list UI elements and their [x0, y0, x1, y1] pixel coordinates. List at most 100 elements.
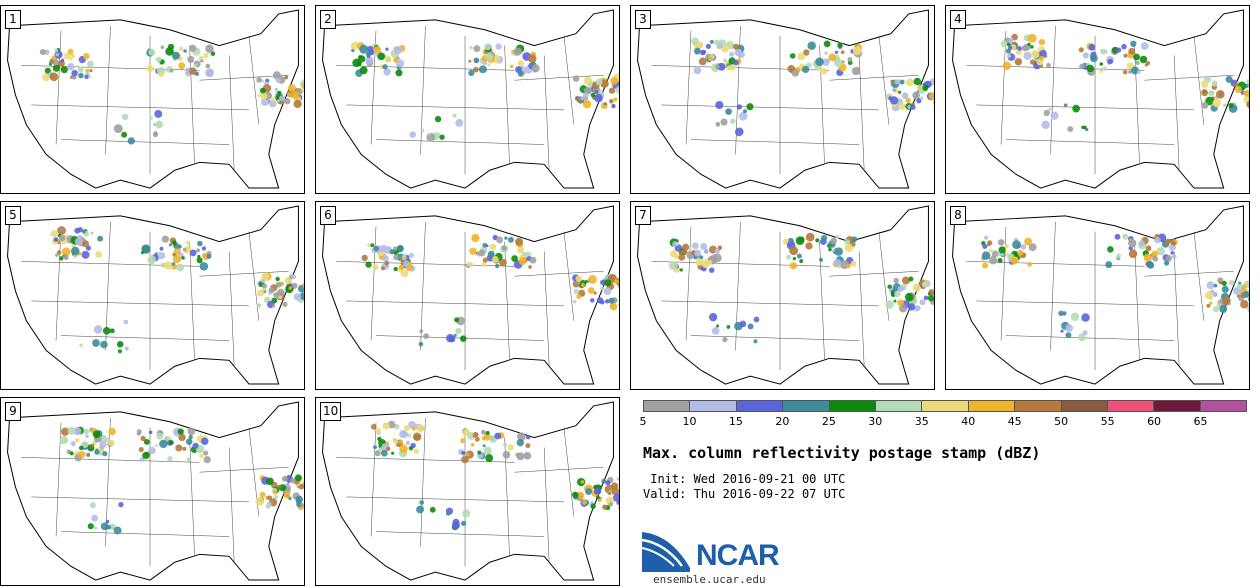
- reflectivity-cell: [473, 57, 480, 64]
- reflectivity-cell: [205, 44, 214, 53]
- reflectivity-cell: [1082, 52, 1089, 59]
- reflectivity-cell: [291, 282, 298, 289]
- reflectivity-cell: [78, 72, 84, 79]
- reflectivity-cell: [1126, 62, 1134, 70]
- colorbar-labels: 5 10 15 20 25 30 35 40 45 50 55 60 65: [640, 415, 1247, 429]
- reflectivity-cell: [260, 92, 268, 100]
- reflectivity-cell: [1156, 247, 1165, 256]
- chart-title: Max. column reflectivity postage stamp (…: [643, 444, 1041, 462]
- reflectivity-cell: [1210, 289, 1215, 294]
- colorbar-label: 10: [682, 415, 697, 428]
- reflectivity-cell: [1017, 249, 1024, 256]
- reflectivity-cell: [382, 64, 388, 70]
- reflectivity-cell: [359, 66, 368, 75]
- reflectivity-cell: [487, 63, 491, 67]
- reflectivity-cell: [52, 59, 59, 66]
- reflectivity-cell: [55, 52, 59, 57]
- reflectivity-cell: [923, 295, 929, 301]
- reflectivity-cell: [459, 335, 467, 342]
- reflectivity-cell: [446, 511, 451, 516]
- reflectivity-cell: [691, 242, 699, 250]
- reflectivity-cell: [268, 287, 275, 294]
- reflectivity-cell: [739, 320, 747, 328]
- reflectivity-cell: [915, 305, 921, 311]
- reflectivity-cell: [841, 60, 845, 64]
- reflectivity-cell: [469, 45, 473, 50]
- reflectivity-cell: [693, 66, 702, 75]
- reflectivity-cell: [616, 477, 619, 481]
- reflectivity-cell: [833, 259, 842, 268]
- reflectivity-cell: [1050, 111, 1059, 120]
- reflectivity-cell: [503, 442, 508, 447]
- reflectivity-cell: [608, 297, 615, 304]
- reflectivity-cell: [617, 302, 619, 307]
- reflectivity-cell: [1099, 48, 1107, 55]
- reflectivity-cell: [394, 46, 403, 55]
- reflectivity-cell: [1206, 281, 1215, 290]
- reflectivity-cell: [260, 98, 269, 106]
- reflectivity-cell: [298, 483, 304, 490]
- reflectivity-cell: [171, 262, 176, 266]
- reflectivity-cell: [1028, 243, 1037, 252]
- reflectivity-cell: [393, 254, 399, 261]
- reflectivity-cell: [608, 502, 614, 507]
- reflectivity-cell: [90, 231, 94, 235]
- reflectivity-cell: [1201, 101, 1209, 109]
- reflectivity-cell: [74, 237, 84, 246]
- reflectivity-cell: [1128, 47, 1136, 55]
- reflectivity-cell: [1128, 70, 1132, 74]
- reflectivity-cell: [59, 256, 64, 261]
- reflectivity-cell: [850, 260, 857, 267]
- reflectivity-cell: [589, 298, 595, 303]
- reflectivity-cell: [847, 56, 853, 62]
- reflectivity-cell: [83, 52, 90, 60]
- reflectivity-cell: [821, 234, 828, 241]
- colorbar-swatch: [1107, 401, 1155, 411]
- reflectivity-cell: [1211, 80, 1218, 87]
- reflectivity-cell: [466, 452, 470, 457]
- reflectivity-cell: [834, 50, 839, 54]
- reflectivity-cell: [198, 55, 204, 62]
- reflectivity-cell: [1070, 312, 1080, 322]
- reflectivity-cell: [1004, 243, 1009, 249]
- reflectivity-cell: [1082, 125, 1087, 130]
- reflectivity-cell: [482, 261, 487, 267]
- reflectivity-cell: [679, 268, 683, 272]
- colorbar-swatch: [875, 401, 923, 411]
- reflectivity-cell: [182, 247, 187, 252]
- reflectivity-cell: [286, 92, 292, 98]
- reflectivity-cell: [1017, 46, 1023, 51]
- reflectivity-cell: [275, 281, 282, 288]
- reflectivity-cell: [273, 490, 278, 495]
- reflectivity-cell: [153, 131, 158, 136]
- reflectivity-cell: [196, 257, 203, 264]
- reflectivity-cell: [90, 443, 95, 447]
- reflectivity-cell: [1128, 249, 1138, 259]
- reflectivity-cell: [1213, 283, 1218, 288]
- reflectivity-cell: [678, 254, 686, 261]
- reflectivity-cell: [91, 514, 99, 522]
- reflectivity-cell: [494, 432, 502, 440]
- reflectivity-cell: [603, 102, 607, 106]
- reflectivity-cell: [409, 252, 414, 258]
- reflectivity-cell: [492, 256, 499, 263]
- reflectivity-cell: [734, 127, 744, 137]
- reflectivity-cell: [898, 90, 902, 94]
- reflectivity-cell: [487, 250, 495, 258]
- reflectivity-cell: [516, 438, 524, 447]
- reflectivity-cell: [729, 51, 735, 57]
- reflectivity-cell: [1078, 47, 1084, 53]
- reflectivity-cell: [462, 509, 471, 518]
- reflectivity-cell: [448, 335, 456, 343]
- reflectivity-cell: [815, 238, 820, 243]
- reflectivity-cell: [1004, 252, 1009, 256]
- reflectivity-cell: [588, 275, 597, 284]
- reflectivity-cell: [799, 259, 804, 264]
- reflectivity-cell: [582, 92, 589, 99]
- reflectivity-cell: [910, 104, 916, 110]
- reflectivity-cell: [1039, 55, 1045, 61]
- reflectivity-cell: [991, 250, 999, 258]
- reflectivity-cell: [63, 254, 69, 260]
- reflectivity-cell: [291, 274, 297, 280]
- reflectivity-cell: [164, 261, 173, 270]
